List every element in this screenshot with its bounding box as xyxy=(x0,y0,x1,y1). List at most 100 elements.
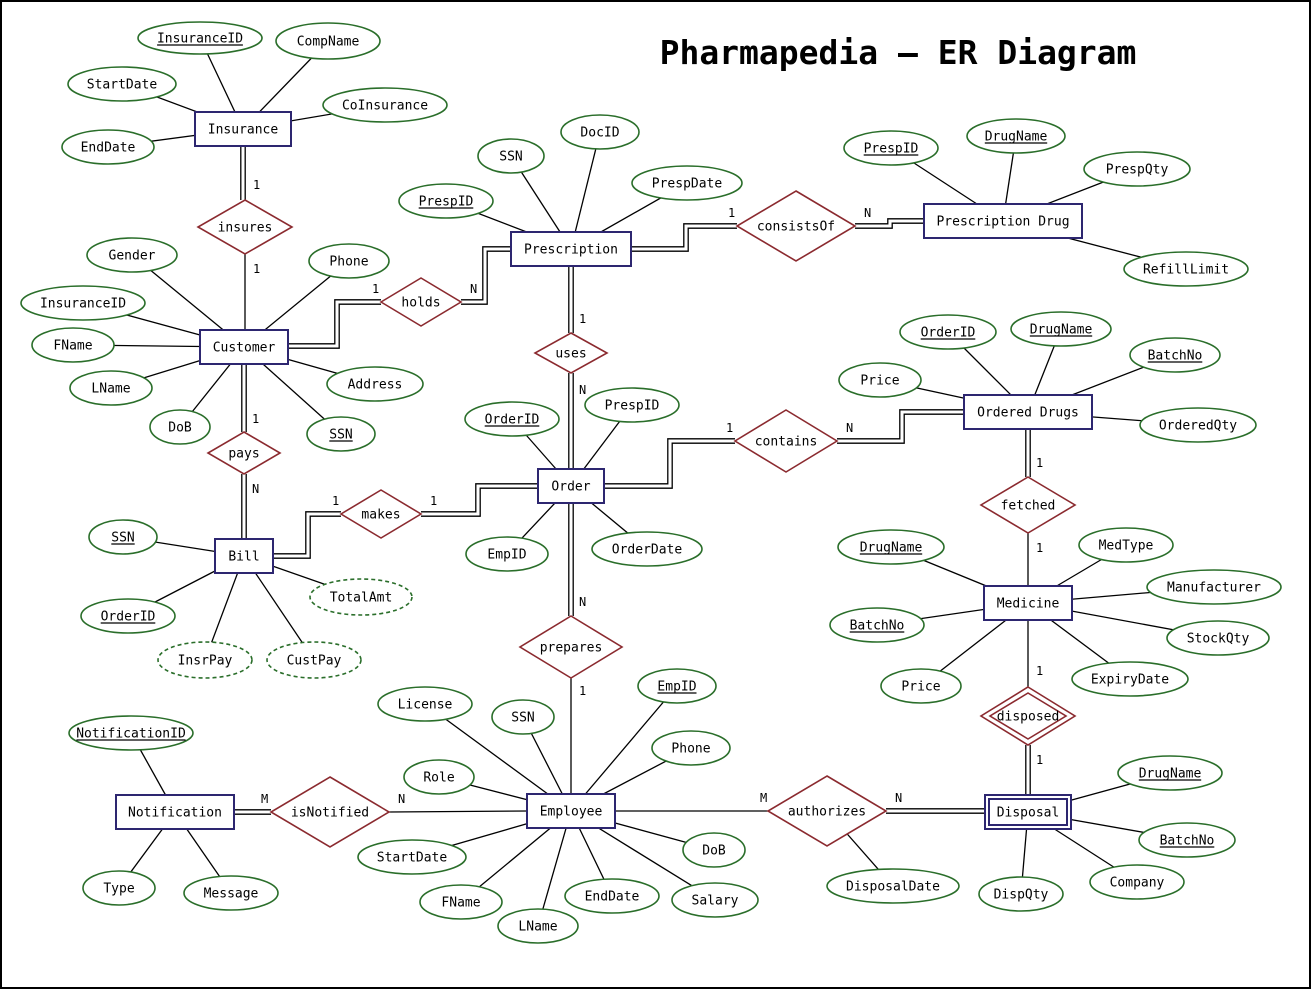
connection-order-contains-2 xyxy=(604,442,735,489)
attribute-ellipse xyxy=(1166,620,1270,656)
relationship-consists_of: consistsOf xyxy=(735,190,857,262)
cardinality-label: 1 xyxy=(579,312,586,326)
cardinality-labels: 1 1 1 N 1 N 1 1 1 N 1 N 1 N 1 1 N 1 M N M N 1 1 xyxy=(252,178,1043,806)
relationship-is_notified: isNotified xyxy=(269,776,391,848)
entity-employee: Employee xyxy=(526,793,616,829)
connection-customer-holds-2 xyxy=(288,303,381,349)
attribute-med_price: Price xyxy=(880,668,962,704)
attribute-label: NotificationID xyxy=(76,727,186,742)
entity-label: Order xyxy=(551,480,590,495)
entity-inner-box xyxy=(988,798,1068,826)
attribute-med_manu: Manufacturer xyxy=(1146,569,1282,605)
attribute-ellipse xyxy=(465,536,549,572)
attribute-med_batch: BatchNo xyxy=(829,607,925,643)
entity-prescription_drug: Prescription Drug xyxy=(923,203,1083,239)
relationship-diamond xyxy=(379,277,463,327)
relationship-inner-diamond xyxy=(988,692,1068,740)
attribute-label: Address xyxy=(348,378,403,393)
attribute-ellipse xyxy=(671,882,759,918)
relationship-diamond xyxy=(735,190,857,262)
attribute-ellipse xyxy=(82,870,156,906)
relationship-prepares: prepares xyxy=(518,615,624,679)
relationship-label: insures xyxy=(218,221,273,236)
entity-box xyxy=(983,585,1073,621)
attribute-ellipse xyxy=(377,686,473,722)
entity-prescription: Prescription xyxy=(510,231,632,267)
attribute-label: LName xyxy=(518,920,557,935)
attribute-label: SSN xyxy=(511,711,534,726)
attribute-med_drug: DrugName xyxy=(837,529,945,565)
relationship-diamond xyxy=(269,776,391,848)
cardinality-label: N xyxy=(864,206,871,220)
attribute-ellipse xyxy=(491,699,555,735)
connection-order-contains xyxy=(604,438,735,485)
attribute-bill_cust: CustPay xyxy=(266,641,362,679)
attribute-ellipse xyxy=(183,875,279,911)
attribute-od_batch: BatchNo xyxy=(1129,337,1221,373)
attribute-label: DisposalDate xyxy=(846,880,940,895)
attribute-emp_id: EmpID xyxy=(637,668,717,704)
entity-medicine: Medicine xyxy=(983,585,1073,621)
attribute-not_msg: Message xyxy=(183,875,279,911)
attribute-ellipse xyxy=(1117,755,1223,791)
attribute-ellipse xyxy=(880,668,962,704)
attribute-label: DrugName xyxy=(1030,323,1093,338)
entity-box xyxy=(214,538,274,574)
cardinality-label: 1 xyxy=(1036,541,1043,555)
diagram-shapes: InsuranceID CompName StartDate CoInsurance E… xyxy=(20,21,1282,944)
attribute-label: BatchNo xyxy=(1160,834,1215,849)
attribute-label: SSN xyxy=(329,428,352,443)
cardinality-label: 1 xyxy=(726,421,733,435)
attribute-ellipse xyxy=(1129,337,1221,373)
relationship-diamond xyxy=(196,199,294,255)
attribute-not_type: Type xyxy=(82,870,156,906)
attribute-label: FName xyxy=(441,896,480,911)
attribute-label: OrderID xyxy=(485,413,540,428)
attribute-label: EndDate xyxy=(585,890,640,905)
attribute-dis_drug: DrugName xyxy=(1117,755,1223,791)
attribute-ord_id: OrderID xyxy=(464,401,560,437)
relationship-diamond xyxy=(979,476,1077,534)
connection-contains-ordered_drugs xyxy=(837,409,964,440)
attribute-med_expiry: ExpiryDate xyxy=(1071,661,1189,697)
entity-box xyxy=(963,394,1093,430)
attribute-bill_insr: InsrPay xyxy=(157,641,253,679)
attribute-ellipse xyxy=(560,114,640,150)
entity-box xyxy=(510,231,632,267)
attribute-ord_date: OrderDate xyxy=(591,531,703,567)
relationship-uses: uses xyxy=(533,332,609,374)
relationship-diamond xyxy=(533,332,609,374)
attribute-label: SSN xyxy=(499,150,522,165)
attribute-label: EmpID xyxy=(487,548,526,563)
attribute-label: Manufacturer xyxy=(1167,581,1261,596)
attribute-ellipse xyxy=(308,243,390,279)
attribute-label: DrugName xyxy=(860,541,923,556)
connection-prescription-consists_of xyxy=(631,223,737,248)
connection-consists_of-prescription_drug-2 xyxy=(855,222,924,229)
attribute-pd_refill: RefillLimit xyxy=(1123,251,1249,287)
relationship-label: disposed xyxy=(997,710,1060,725)
cardinality-label: N xyxy=(846,421,853,435)
attribute-label: PrespID xyxy=(864,142,919,157)
attribute-ellipse xyxy=(419,884,503,920)
entity-box xyxy=(526,793,616,829)
attribute-emp_dob: DoB xyxy=(682,832,746,868)
attribute-ins_coins: CoInsurance xyxy=(322,87,448,123)
relationship-diamond xyxy=(339,489,423,539)
attribute-ellipse xyxy=(275,22,381,60)
attribute-label: OrderID xyxy=(921,326,976,341)
entity-label: Prescription Drug xyxy=(936,215,1069,230)
cardinality-label: N xyxy=(579,383,586,397)
attribute-label: InsuranceID xyxy=(40,297,126,312)
attribute-label: CompName xyxy=(297,35,360,50)
cardinality-label: 1 xyxy=(430,494,437,508)
entity-label: Medicine xyxy=(997,597,1060,612)
relationship-label: holds xyxy=(401,296,440,311)
attribute-ellipse xyxy=(1010,311,1112,347)
cardinality-label: 1 xyxy=(1036,456,1043,470)
attribute-od_drug: DrugName xyxy=(1010,311,1112,347)
connection-makes-order-2 xyxy=(421,487,538,517)
attribute-emp_lname: LName xyxy=(497,908,579,944)
attribute-pre_date: PrespDate xyxy=(631,165,743,201)
attribute-ellipse xyxy=(1089,864,1185,900)
